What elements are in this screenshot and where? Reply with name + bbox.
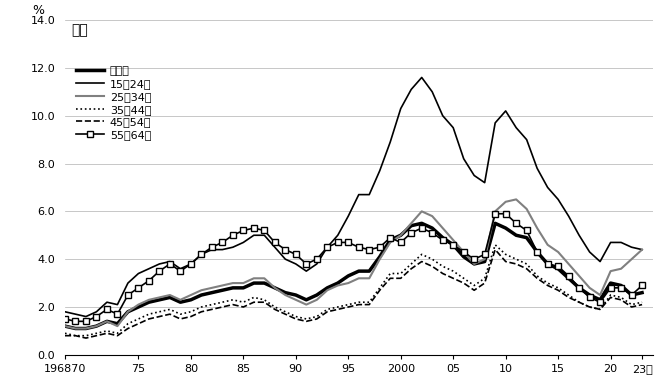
15～24歳 [460,156,468,161]
25～34歳 [449,238,457,242]
45～54歳 [61,333,69,338]
45～54歳 [82,336,90,340]
年齢計 [418,221,426,226]
年齢計 [82,326,90,331]
35～44歳 [522,262,530,266]
25～34歳 [282,293,290,297]
25～34歳 [72,326,80,331]
年齢計 [522,235,530,240]
25～34歳 [82,326,90,331]
15～24歳 [418,75,426,80]
35～44歳 [449,269,457,273]
35～44歳 [428,257,436,262]
35～44歳 [61,331,69,336]
15～24歳 [82,314,90,319]
55～64歳 [522,228,530,233]
45～54歳 [522,266,530,271]
35～44歳 [282,310,290,314]
Line: 55～64歳: 55～64歳 [63,211,645,324]
35～44歳 [397,271,405,276]
25～34歳 [428,214,436,218]
Legend: 年齢計, 15～24歳, 25～34歳, 35～44歳, 45～54歳, 55～64歳: 年齢計, 15～24歳, 25～34歳, 35～44歳, 45～54歳, 55～… [76,66,151,140]
45～54歳 [492,247,499,252]
Line: 35～44歳: 35～44歳 [65,245,642,336]
25～34歳 [512,197,520,202]
15～24歳 [439,113,447,118]
55～64歳 [82,319,90,324]
15～24歳 [397,106,405,111]
55～64歳 [397,240,405,245]
25～34歳 [522,207,530,211]
年齢計 [439,235,447,240]
Line: 45～54歳: 45～54歳 [65,249,642,338]
年齢計 [397,233,405,237]
45～54歳 [282,312,290,316]
Text: 男性: 男性 [71,23,88,37]
Line: 年齢計: 年齢計 [65,223,642,328]
25～34歳 [61,324,69,328]
年齢計 [61,324,69,328]
Text: %: % [33,4,45,17]
15～24歳 [72,312,80,316]
45～54歳 [428,264,436,269]
Line: 15～24歳: 15～24歳 [65,77,642,316]
15～24歳 [638,247,646,252]
年齢計 [638,290,646,295]
45～54歳 [638,302,646,307]
55～64歳 [61,317,69,321]
Line: 25～34歳: 25～34歳 [65,200,642,328]
35～44歳 [492,243,499,247]
35～44歳 [72,333,80,338]
年齢計 [460,254,468,259]
25～34歳 [397,233,405,237]
35～44歳 [82,333,90,338]
45～54歳 [397,276,405,280]
15～24歳 [61,310,69,314]
55～64歳 [449,243,457,247]
55～64歳 [428,231,436,235]
25～34歳 [638,247,646,252]
年齢計 [282,290,290,295]
年齢計 [72,326,80,331]
45～54歳 [449,276,457,280]
15～24歳 [282,257,290,262]
55～64歳 [638,283,646,288]
55～64歳 [492,211,499,216]
55～64歳 [72,319,80,324]
35～44歳 [638,300,646,304]
55～64歳 [282,247,290,252]
15～24歳 [522,137,530,142]
45～54歳 [72,333,80,338]
